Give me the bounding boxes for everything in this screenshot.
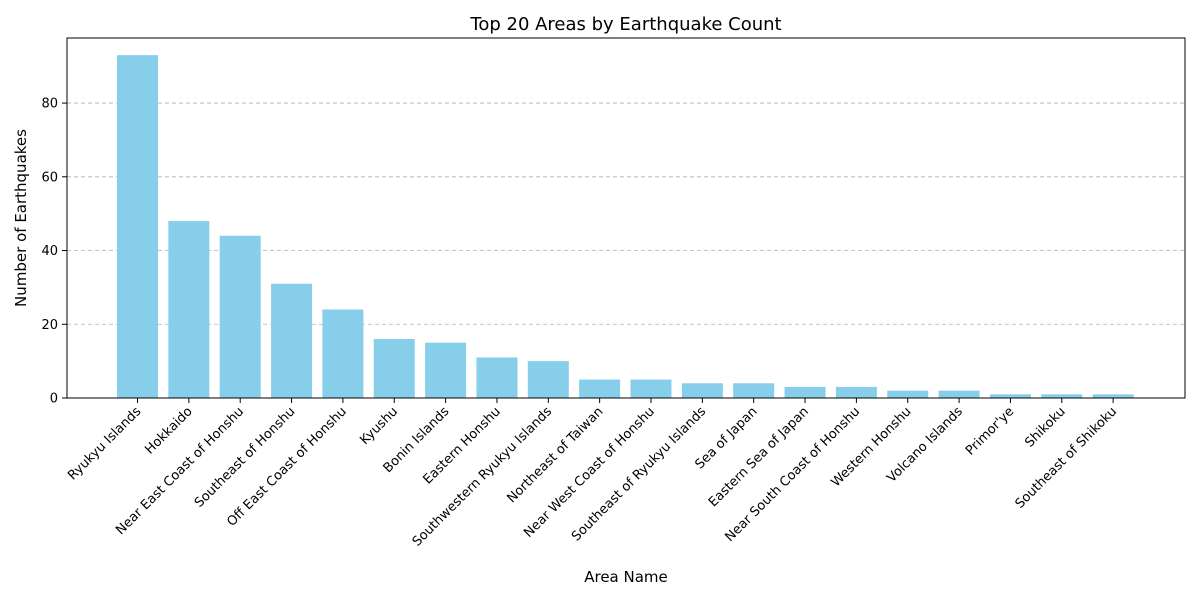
bar (784, 386, 826, 398)
y-tick-label: 60 (41, 170, 58, 185)
bar (989, 394, 1031, 398)
x-tick-label: Eastern Sea of Japan (706, 404, 812, 510)
x-tick-label: Southeast of Shikoku (1013, 404, 1120, 511)
x-tick-label: Hokkaido (142, 404, 195, 457)
y-axis-label: Number of Earthquakes (12, 129, 30, 307)
x-tick-label: Kyushu (357, 404, 401, 448)
x-tick-label: Primor'ye (963, 404, 1017, 458)
bar (373, 339, 415, 398)
bar (579, 379, 621, 398)
x-axis-label: Area Name (584, 568, 668, 586)
bar (1041, 394, 1083, 398)
x-tick-label: Ryukyu Islands (65, 404, 144, 483)
bar (425, 342, 467, 398)
bar (527, 361, 569, 398)
bar (168, 221, 210, 398)
bar (681, 383, 723, 398)
y-axis-ticks: 0 20 40 60 80 (41, 97, 67, 407)
x-tick-label: Southeast of Honshu (192, 404, 299, 511)
x-tick-label: Shikoku (1022, 404, 1068, 450)
bar (271, 283, 313, 398)
bar (117, 55, 158, 399)
bars (117, 55, 1134, 399)
bar (476, 357, 518, 398)
y-tick-label: 20 (41, 318, 58, 333)
grid-lines (67, 102, 1185, 325)
chart-title: Top 20 Areas by Earthquake Count (469, 14, 781, 35)
y-tick-label: 0 (50, 392, 58, 407)
bar (835, 386, 877, 398)
bar (938, 390, 980, 398)
bar (733, 383, 775, 398)
x-tick-label: Northeast of Taiwan (505, 404, 607, 506)
y-tick-label: 40 (41, 244, 58, 259)
bar (219, 235, 261, 398)
bar (887, 390, 929, 398)
plot-area-frame (66, 37, 1186, 399)
y-tick-label: 80 (41, 97, 58, 112)
bar (1092, 394, 1134, 398)
bar (630, 379, 672, 398)
bar (322, 309, 364, 398)
